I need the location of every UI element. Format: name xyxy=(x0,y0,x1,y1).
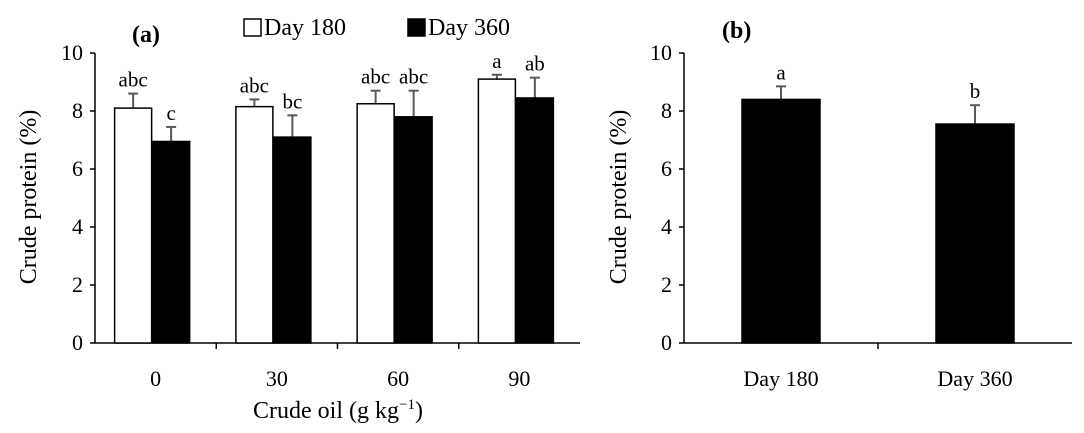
bar-day-180-30 xyxy=(235,105,274,344)
y-tick-label: 0 xyxy=(72,330,83,355)
bar-day-180-letter: a xyxy=(776,60,786,84)
y-tick-label: 8 xyxy=(72,98,83,123)
bar-day-180-90 xyxy=(477,78,517,344)
y-tick-label: 6 xyxy=(661,156,672,181)
bar-day-360-60-letter: abc xyxy=(399,65,428,89)
bar-day-180-60-letter: abc xyxy=(361,65,390,89)
bar-day-360-letter: b xyxy=(970,79,981,103)
bar-day-180-30-letter: abc xyxy=(240,73,269,97)
x-tick-label: 30 xyxy=(266,366,288,391)
y-tick-label: 10 xyxy=(61,40,83,65)
legend-swatch-day-360 xyxy=(407,18,426,37)
x-tick-label: 60 xyxy=(387,366,409,391)
legend-label-day-180: Day 180 xyxy=(264,15,346,41)
bar-day-360-30-letter: bc xyxy=(282,89,302,113)
bar-day-360-60 xyxy=(394,116,433,344)
bar-day-360-90-letter: ab xyxy=(525,52,545,76)
bar-day-360 xyxy=(935,123,1015,344)
y-tick-label: 10 xyxy=(650,40,672,65)
bar-day-360-0-letter: c xyxy=(166,101,175,125)
y-tick-label: 2 xyxy=(661,272,672,297)
panel-a-legend: Day 180 Day 360 xyxy=(243,15,510,41)
panel-b-ylabel: Crude protein (%) xyxy=(606,110,632,285)
panel-a-xlabel: Crude oil (g kg−1) xyxy=(253,397,423,424)
bar-day-360-90 xyxy=(515,97,555,344)
panel-a: (a) Day 180 Day 360 Crude protein (%) Cr… xyxy=(16,15,580,424)
bar-day-180 xyxy=(741,98,821,344)
y-tick-label: 6 xyxy=(72,156,83,181)
y-tick-label: 2 xyxy=(72,272,83,297)
panel-b-plot: 0 2 4 6 8 10 a Day 180 b Day 360 xyxy=(650,40,1072,391)
x-tick-label: 0 xyxy=(150,366,161,391)
bar-day-180-0 xyxy=(113,107,153,344)
bar-day-180-0-letter: abc xyxy=(119,68,148,92)
panel-a-ylabel: Crude protein (%) xyxy=(16,110,42,285)
x-tick-label: 90 xyxy=(508,366,530,391)
legend-label-day-360: Day 360 xyxy=(428,15,510,41)
bar-day-180-90-letter: a xyxy=(492,49,502,73)
panel-b: (b) Crude protein (%) 0 2 4 6 8 10 a Day 180 b Da… xyxy=(606,18,1072,391)
x-tick-label: Day 360 xyxy=(937,366,1012,391)
bar-day-360-30 xyxy=(273,136,312,344)
y-tick-label: 4 xyxy=(661,214,672,239)
legend-swatch-day-180 xyxy=(243,18,262,37)
y-tick-label: 0 xyxy=(661,330,672,355)
y-tick-label: 4 xyxy=(72,214,83,239)
panel-b-label: (b) xyxy=(722,18,751,44)
panel-a-label: (a) xyxy=(132,22,160,48)
x-tick-label: Day 180 xyxy=(743,366,818,391)
bar-day-360-0 xyxy=(151,140,191,344)
y-tick-label: 8 xyxy=(661,98,672,123)
bar-day-180-60 xyxy=(356,103,395,344)
